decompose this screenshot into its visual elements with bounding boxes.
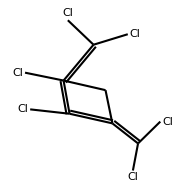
Text: Cl: Cl [127,172,138,182]
Text: Cl: Cl [162,117,173,127]
Text: Cl: Cl [18,104,28,114]
Text: Cl: Cl [129,29,140,39]
Text: Cl: Cl [62,8,73,18]
Text: Cl: Cl [12,68,23,78]
